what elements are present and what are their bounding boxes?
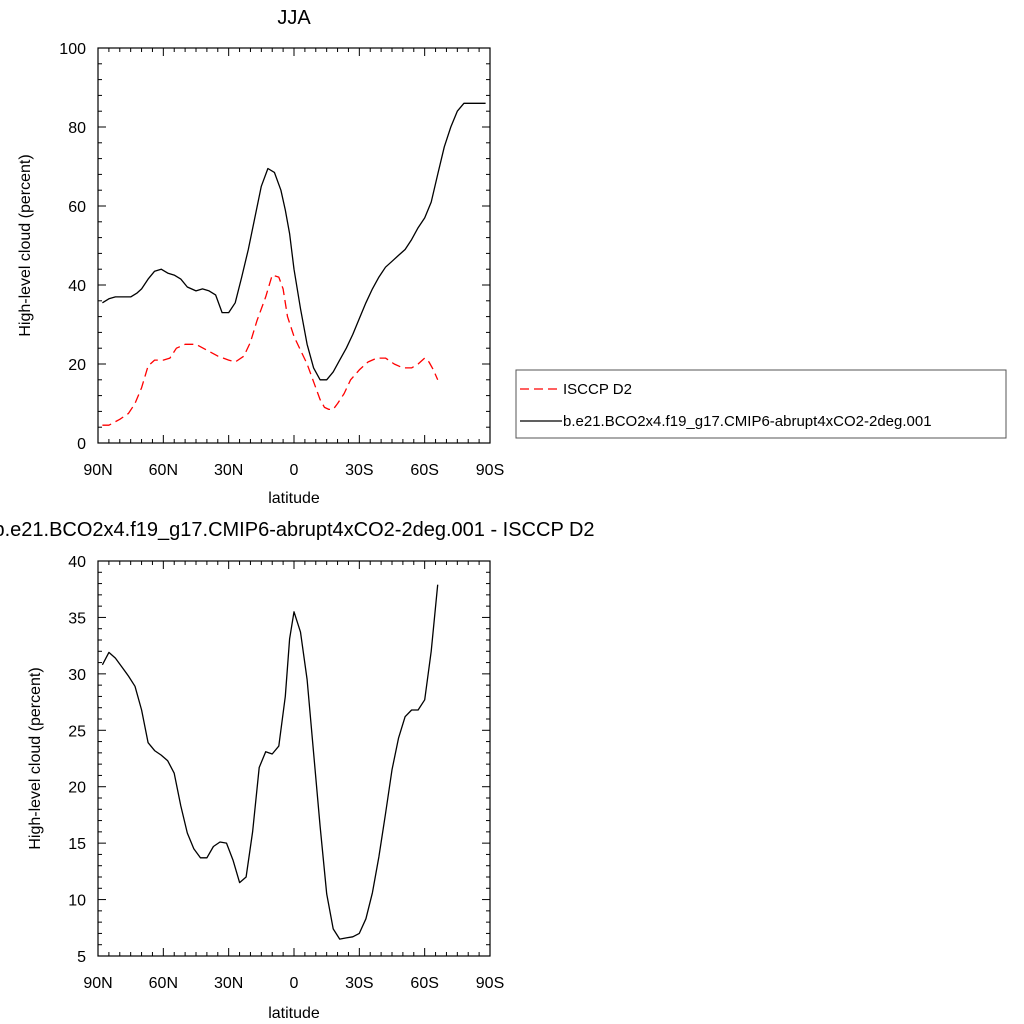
y-tick-label: 10 bbox=[68, 893, 86, 910]
y-tick-label: 0 bbox=[77, 436, 86, 453]
x-tick-label: 0 bbox=[290, 462, 299, 479]
x-axis-label: latitude bbox=[268, 490, 320, 507]
x-tick-label: 30S bbox=[345, 975, 373, 992]
bottom-panel-difference: 90N 60N 30N 0 30S 60S 90S 5 10 15 20 25 30 35 40 b.e21.… bbox=[0, 519, 595, 1022]
series-line-isccp-d2 bbox=[102, 274, 439, 426]
x-tick-label: 0 bbox=[290, 975, 299, 992]
x-tick-label: 60S bbox=[410, 975, 438, 992]
x-tick-label: 30N bbox=[214, 975, 243, 992]
y-tick-label: 35 bbox=[68, 610, 86, 627]
x-tick-label: 30N bbox=[214, 462, 243, 479]
legend-entry-label: b.e21.BCO2x4.f19_g17.CMIP6-abrupt4xCO2-2… bbox=[563, 413, 932, 430]
y-tick-label: 30 bbox=[68, 667, 86, 684]
plot-frame bbox=[97, 47, 491, 444]
top-panel-jja: 90N 60N 30N 0 30S 60S 90S 0 20 40 60 80 100 JJA latitu… bbox=[17, 7, 504, 507]
x-tick-label: 90N bbox=[83, 975, 112, 992]
x-tick-label: 30S bbox=[345, 462, 373, 479]
y-tick-label: 5 bbox=[77, 949, 86, 966]
chart-title: b.e21.BCO2x4.f19_g17.CMIP6-abrupt4xCO2-2… bbox=[0, 519, 595, 541]
y-tick-label: 80 bbox=[68, 120, 86, 137]
x-tick-label: 60S bbox=[410, 462, 438, 479]
x-tick-label: 60N bbox=[149, 462, 178, 479]
y-tick-label: 40 bbox=[68, 554, 86, 571]
plot-frame bbox=[97, 560, 491, 957]
x-tick-label: 90N bbox=[83, 462, 112, 479]
y-axis-label: High-level cloud (percent) bbox=[17, 154, 34, 336]
series-line-model bbox=[101, 584, 439, 940]
series-line-model bbox=[102, 102, 486, 381]
y-tick-label: 60 bbox=[68, 199, 86, 216]
legend: ISCCP D2 b.e21.BCO2x4.f19_g17.CMIP6-abrup… bbox=[515, 369, 1007, 439]
y-tick-label: 40 bbox=[68, 278, 86, 295]
y-tick-label: 20 bbox=[68, 357, 86, 374]
x-tick-label: 90S bbox=[476, 975, 504, 992]
chart-title: JJA bbox=[277, 7, 311, 29]
x-tick-label: 90S bbox=[476, 462, 504, 479]
x-axis-label: latitude bbox=[268, 1005, 320, 1022]
y-tick-label: 15 bbox=[68, 836, 86, 853]
y-axis-label: High-level cloud (percent) bbox=[27, 667, 44, 849]
legend-entry-label: ISCCP D2 bbox=[563, 381, 632, 398]
x-tick-label: 60N bbox=[149, 975, 178, 992]
y-tick-label: 100 bbox=[59, 41, 86, 58]
y-tick-label: 25 bbox=[68, 723, 86, 740]
legend-box bbox=[515, 369, 1007, 439]
y-tick-label: 20 bbox=[68, 780, 86, 797]
